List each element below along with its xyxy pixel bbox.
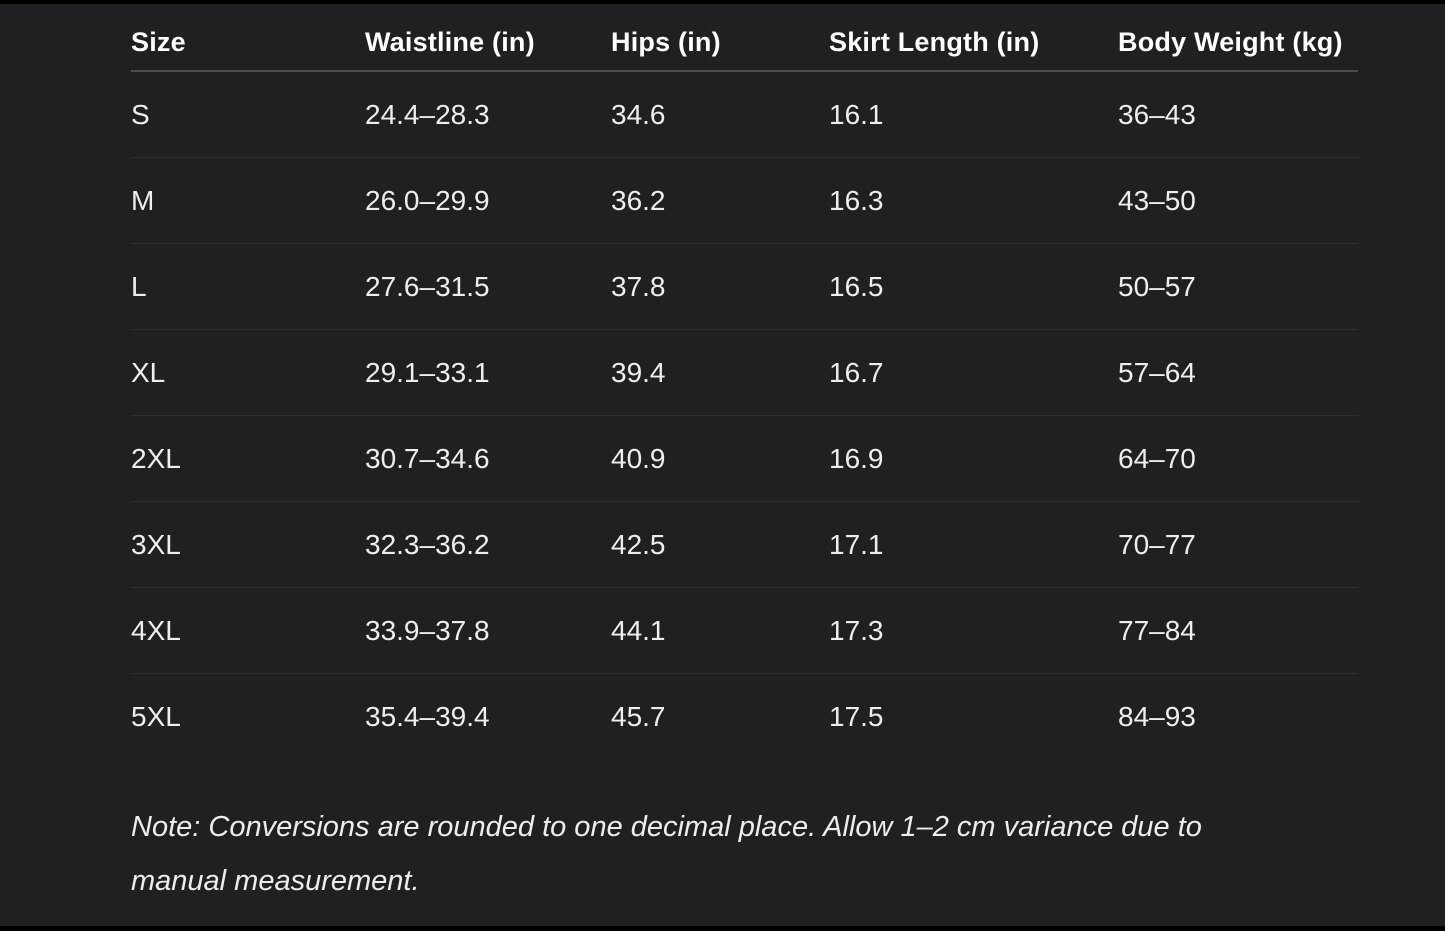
table-row: 5XL 35.4–39.4 45.7 17.5 84–93 [131, 674, 1358, 760]
size-chart-table: Size Waistline (in) Hips (in) Skirt Leng… [131, 14, 1358, 760]
table-cell: 16.1 [829, 98, 884, 130]
column-header-body-weight: Body Weight (kg) [1118, 26, 1343, 57]
measurement-note: Note: Conversions are rounded to one dec… [131, 811, 1202, 897]
column-header-skirt-length: Skirt Length (in) [829, 26, 1040, 57]
table-cell: XL [131, 356, 166, 388]
table-row: L 27.6–31.5 37.8 16.5 50–57 [131, 244, 1358, 330]
table-cell: 44.1 [611, 614, 666, 646]
table-cell: 43–50 [1118, 184, 1196, 216]
table-cell: 27.6–31.5 [365, 270, 490, 302]
table-cell: L [131, 270, 147, 302]
table-cell: 2XL [131, 442, 181, 474]
table-row: XL 29.1–33.1 39.4 16.7 57–64 [131, 330, 1358, 416]
table-cell: M [131, 184, 155, 216]
table-cell: 36.2 [611, 184, 666, 216]
table-cell: 42.5 [611, 528, 666, 560]
table-cell: 34.6 [611, 98, 666, 130]
table-cell: 50–57 [1118, 270, 1196, 302]
table-cell: 4XL [131, 614, 181, 646]
table-cell: 35.4–39.4 [365, 701, 490, 732]
column-header-hips: Hips (in) [611, 26, 721, 57]
table-cell: 45.7 [611, 701, 666, 732]
table-cell: 70–77 [1118, 528, 1196, 560]
table-cell: 26.0–29.9 [365, 184, 490, 216]
table-cell: 33.9–37.8 [365, 614, 490, 646]
table-cell: 16.5 [829, 270, 884, 302]
screen-edge-top [0, 0, 1445, 4]
table-cell: 29.1–33.1 [365, 356, 490, 388]
table-row: 2XL 30.7–34.6 40.9 16.9 64–70 [131, 416, 1358, 502]
table-cell: 17.3 [829, 614, 884, 646]
table-cell: S [131, 98, 150, 130]
table-cell: 84–93 [1118, 701, 1196, 732]
table-row: 4XL 33.9–37.8 44.1 17.3 77–84 [131, 588, 1358, 674]
screen-edge-bottom [0, 926, 1445, 931]
column-header-waistline: Waistline (in) [365, 26, 535, 57]
table-cell: 77–84 [1118, 614, 1196, 646]
table-cell: 36–43 [1118, 98, 1196, 130]
table-row: M 26.0–29.9 36.2 16.3 43–50 [131, 158, 1358, 244]
table-cell: 37.8 [611, 270, 666, 302]
table-cell: 3XL [131, 528, 181, 560]
table-row: S 24.4–28.3 34.6 16.1 36–43 [131, 72, 1358, 158]
table-cell: 30.7–34.6 [365, 442, 490, 474]
column-header-size: Size [131, 26, 186, 57]
table-cell: 39.4 [611, 356, 666, 388]
table-row: 3XL 32.3–36.2 42.5 17.1 70–77 [131, 502, 1358, 588]
table-cell: 16.7 [829, 356, 884, 388]
table-cell: 32.3–36.2 [365, 528, 490, 560]
table-cell: 64–70 [1118, 442, 1196, 474]
table-cell: 57–64 [1118, 356, 1196, 388]
table-cell: 17.1 [829, 528, 884, 560]
table-cell: 16.9 [829, 442, 884, 474]
size-table-body: S 24.4–28.3 34.6 16.1 36–43 M 26.0–29.9 36.2 16.… [131, 72, 1358, 760]
table-cell: 17.5 [829, 701, 884, 732]
table-cell: 24.4–28.3 [365, 98, 490, 130]
table-cell: 16.3 [829, 184, 884, 216]
table-header-row: Size Waistline (in) Hips (in) Skirt Leng… [131, 14, 1358, 72]
table-cell: 5XL [131, 701, 181, 732]
table-cell: 40.9 [611, 442, 666, 474]
